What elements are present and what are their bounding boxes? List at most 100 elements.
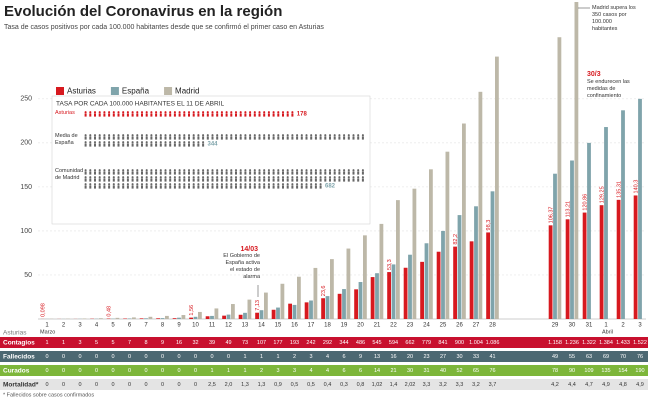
bar bbox=[189, 317, 193, 319]
person-icon-head bbox=[310, 176, 313, 179]
table-cell: 2 bbox=[260, 368, 263, 374]
table-cell: 1 bbox=[243, 368, 246, 374]
person-icon-head bbox=[216, 176, 219, 179]
person-icon-head bbox=[291, 176, 294, 179]
bar bbox=[346, 248, 351, 319]
person-icon-body bbox=[192, 143, 195, 147]
table-cell: 900 bbox=[455, 340, 464, 346]
table-cell: 0,5 bbox=[291, 382, 299, 388]
person-icon-head bbox=[84, 134, 87, 137]
table-cell: 135 bbox=[601, 368, 610, 374]
person-icon-body bbox=[291, 171, 294, 175]
person-icon-head bbox=[277, 183, 280, 186]
person-icon-head bbox=[263, 183, 266, 186]
table-cell: 1.433 bbox=[616, 340, 630, 346]
person-icon-body bbox=[108, 185, 111, 189]
person-icon-head bbox=[267, 176, 270, 179]
legend-swatch bbox=[164, 87, 173, 95]
person-icon-body bbox=[112, 136, 115, 140]
table-cell: 1 bbox=[45, 340, 48, 346]
person-icon-body bbox=[141, 171, 143, 175]
person-icon-head bbox=[89, 134, 92, 137]
table-cell: 2,5 bbox=[208, 382, 216, 388]
person-icon-head bbox=[197, 176, 200, 179]
person-icon-head bbox=[286, 176, 289, 179]
table-cell: 3,7 bbox=[489, 382, 497, 388]
person-icon-body bbox=[277, 136, 280, 140]
person-icon-body bbox=[136, 185, 139, 189]
bar bbox=[570, 160, 574, 319]
x-tick-label: 16 bbox=[291, 323, 298, 329]
table-cell: 8 bbox=[144, 340, 147, 346]
person-icon-head bbox=[93, 176, 97, 179]
person-icon-head bbox=[300, 134, 303, 137]
person-icon-body bbox=[192, 136, 195, 140]
person-icon-body bbox=[211, 136, 214, 140]
person-icon-head bbox=[305, 183, 308, 186]
legend-swatch bbox=[110, 87, 119, 95]
person-icon-body bbox=[197, 136, 200, 140]
person-icon-body bbox=[319, 178, 322, 182]
person-icon-body bbox=[282, 185, 284, 189]
person-icon-body bbox=[324, 136, 327, 140]
person-icon-body bbox=[141, 143, 143, 147]
bar bbox=[354, 289, 358, 319]
person-icon-body bbox=[183, 113, 186, 117]
person-icon-body bbox=[202, 136, 205, 140]
bar bbox=[486, 232, 490, 319]
person-icon-head bbox=[211, 111, 214, 114]
person-icon-body bbox=[178, 185, 181, 189]
bar bbox=[553, 173, 557, 319]
person-icon-head bbox=[239, 176, 242, 179]
person-icon-head bbox=[305, 134, 308, 137]
person-icon-body bbox=[272, 171, 275, 175]
table-cell: 0 bbox=[128, 354, 131, 360]
person-icon-head bbox=[122, 111, 125, 114]
x-tick-label: 13 bbox=[242, 323, 249, 329]
table-cell: 3,3 bbox=[456, 382, 464, 388]
person-icon-body bbox=[164, 143, 167, 147]
person-icon-head bbox=[131, 183, 134, 186]
person-icon-body bbox=[136, 113, 139, 117]
bar bbox=[205, 316, 210, 319]
person-icon-head bbox=[244, 111, 247, 114]
table-cell: 65 bbox=[473, 368, 479, 374]
person-icon-head bbox=[347, 176, 350, 179]
person-icon-head bbox=[173, 169, 176, 172]
person-icon-body bbox=[314, 171, 317, 175]
table-cell: 1.236 bbox=[565, 340, 579, 346]
person-icon-head bbox=[202, 134, 205, 137]
table-cell: 30 bbox=[407, 368, 413, 374]
person-icon-head bbox=[126, 183, 129, 186]
person-icon-body bbox=[230, 185, 233, 189]
person-icon-body bbox=[258, 136, 261, 140]
person-icon-body bbox=[103, 185, 106, 189]
person-icon-head bbox=[310, 169, 313, 172]
person-icon-head bbox=[89, 176, 92, 179]
table-cell: 0 bbox=[45, 382, 48, 388]
person-icon-body bbox=[347, 171, 350, 175]
person-icon-body bbox=[282, 171, 284, 175]
person-icon-head bbox=[187, 134, 191, 137]
x-tick-label: 3 bbox=[638, 323, 642, 329]
person-icon-head bbox=[267, 134, 270, 137]
pictogram bbox=[84, 169, 364, 189]
person-icon-body bbox=[282, 178, 284, 182]
person-icon-body bbox=[131, 171, 134, 175]
person-icon-head bbox=[338, 176, 341, 179]
person-icon-head bbox=[84, 111, 87, 114]
person-icon-head bbox=[169, 141, 172, 144]
person-icon-body bbox=[103, 143, 106, 147]
person-icon-body bbox=[188, 136, 190, 140]
bar bbox=[297, 276, 301, 319]
table-cell: 0 bbox=[128, 382, 131, 388]
person-icon-head bbox=[216, 111, 219, 114]
bar bbox=[255, 312, 259, 319]
table-cell: 3 bbox=[78, 340, 81, 346]
person-icon-body bbox=[89, 136, 92, 140]
person-icon-head bbox=[126, 111, 129, 114]
person-icon-body bbox=[267, 136, 270, 140]
person-icon-head bbox=[244, 176, 247, 179]
person-icon-head bbox=[187, 169, 191, 172]
person-icon-head bbox=[93, 141, 97, 144]
